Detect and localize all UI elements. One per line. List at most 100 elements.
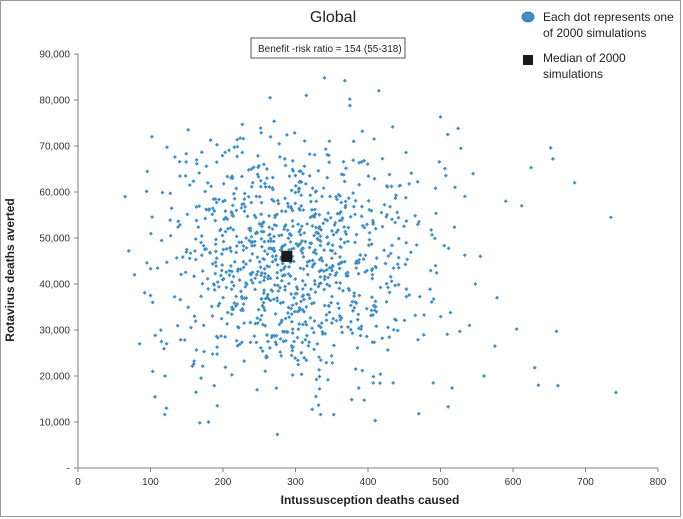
data-point: [386, 253, 391, 258]
data-point: [287, 247, 292, 252]
data-point: [150, 300, 155, 305]
data-point: [279, 247, 284, 252]
data-point: [356, 385, 361, 390]
data-point: [284, 132, 289, 137]
data-point: [299, 203, 304, 208]
data-point: [278, 336, 283, 341]
data-point: [348, 303, 353, 308]
data-point: [395, 210, 400, 215]
data-point: [405, 257, 410, 262]
data-point: [326, 303, 331, 308]
data-point: [335, 301, 340, 306]
data-point: [232, 145, 237, 150]
data-point: [297, 229, 302, 234]
data-point: [210, 206, 215, 211]
data-point: [158, 328, 163, 333]
data-point: [231, 274, 236, 279]
data-point: [314, 377, 319, 382]
data-point: [199, 150, 204, 155]
data-point: [223, 209, 228, 214]
data-point: [387, 172, 392, 177]
data-point: [284, 329, 289, 334]
data-point: [275, 296, 280, 301]
data-point: [292, 339, 297, 344]
data-point: [262, 275, 267, 280]
data-point: [208, 251, 213, 256]
data-point: [432, 236, 437, 241]
data-point: [353, 198, 358, 203]
data-point: [354, 232, 359, 237]
data-point: [339, 324, 344, 329]
data-point: [199, 294, 204, 299]
data-point: [360, 204, 364, 209]
data-point: [438, 115, 443, 119]
data-point: [307, 296, 312, 301]
data-point: [225, 321, 230, 326]
data-point: [292, 131, 297, 135]
data-point: [289, 188, 294, 193]
data-point: [288, 274, 293, 279]
data-point: [300, 307, 305, 312]
data-point: [291, 345, 295, 349]
data-point: [235, 137, 240, 142]
data-point: [445, 132, 450, 137]
data-point: [366, 198, 371, 203]
data-point: [242, 359, 247, 364]
data-point: [317, 212, 322, 217]
data-point: [215, 403, 220, 408]
data-point: [416, 337, 420, 342]
data-point: [301, 267, 306, 272]
data-point: [243, 262, 248, 267]
data-point: [281, 300, 286, 305]
x-tick-label: 500: [432, 477, 449, 488]
data-point: [407, 293, 412, 297]
legend-median-label-line2: simulations: [543, 67, 603, 81]
data-point: [242, 197, 247, 202]
data-point: [239, 240, 244, 245]
data-point: [503, 199, 508, 204]
data-point: [414, 243, 419, 247]
data-point: [263, 271, 268, 276]
data-point: [318, 358, 323, 363]
data-point: [192, 359, 197, 364]
data-point: [275, 262, 280, 267]
data-point: [389, 279, 394, 284]
data-point: [274, 253, 279, 258]
data-point: [276, 201, 281, 206]
data-point: [227, 148, 232, 153]
data-point: [253, 215, 258, 220]
data-point: [287, 174, 292, 179]
data-point: [315, 237, 320, 242]
data-point: [149, 134, 154, 139]
data-point: [264, 167, 269, 171]
data-point: [215, 280, 220, 285]
data-point: [318, 412, 323, 417]
data-point: [142, 290, 147, 295]
data-point: [442, 166, 447, 171]
data-point: [229, 280, 234, 285]
data-point: [254, 340, 259, 345]
data-point: [244, 236, 249, 241]
data-point: [199, 240, 204, 245]
data-point: [208, 138, 213, 143]
x-tick-label: 300: [287, 477, 304, 488]
data-point: [203, 216, 208, 221]
data-point: [327, 310, 332, 315]
data-point: [325, 242, 330, 247]
data-point: [204, 164, 209, 169]
data-point: [163, 374, 167, 378]
data-point: [428, 287, 433, 292]
data-point: [192, 314, 197, 319]
data-point: [202, 247, 207, 252]
data-point: [492, 344, 497, 349]
data-point: [443, 173, 448, 178]
data-point: [330, 268, 335, 273]
data-point: [295, 358, 300, 363]
data-point: [393, 220, 398, 225]
data-point: [382, 202, 387, 207]
data-point: [293, 201, 298, 206]
data-point: [285, 311, 290, 316]
data-point: [290, 327, 295, 332]
data-point: [351, 204, 356, 209]
data-point: [348, 214, 353, 219]
